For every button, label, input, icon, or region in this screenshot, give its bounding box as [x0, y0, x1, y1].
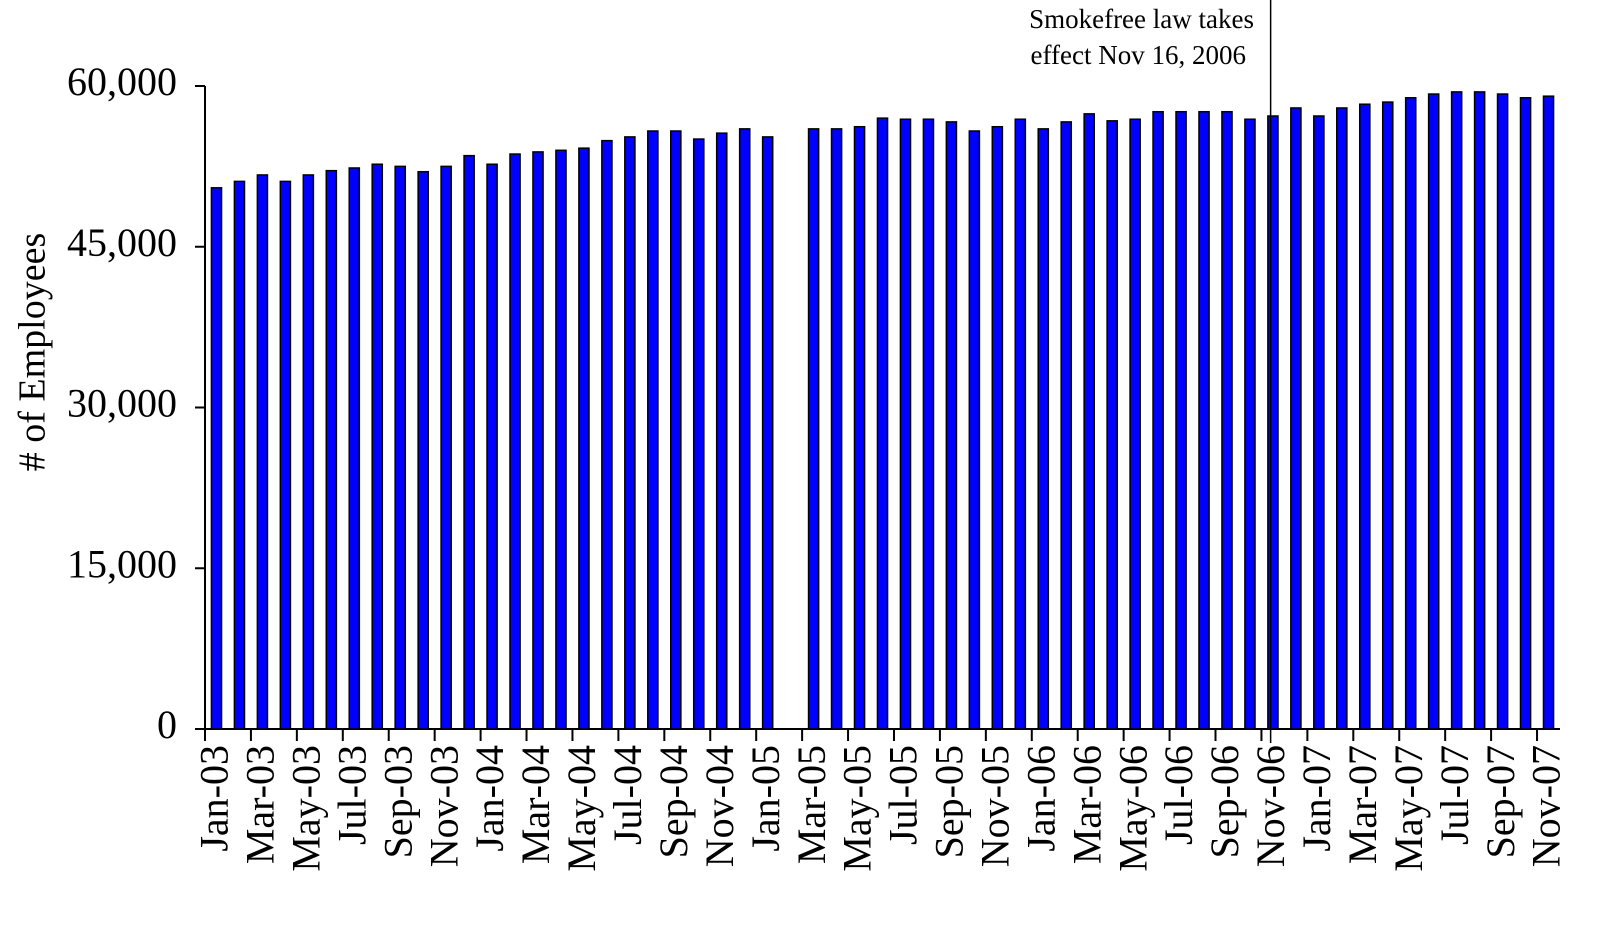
x-tick-label: Sep-07	[1478, 745, 1523, 858]
bar	[1381, 101, 1394, 730]
bar	[876, 117, 889, 730]
x-tick-label: Mar-07	[1340, 745, 1385, 864]
x-tick-label: Sep-03	[375, 745, 420, 858]
x-tick-label: Nov-05	[973, 745, 1018, 867]
bar	[1519, 97, 1532, 730]
x-tick-label: Jul-03	[329, 745, 374, 845]
bar	[1358, 103, 1371, 730]
bar	[417, 170, 429, 730]
y-tick-label: 0	[157, 702, 177, 747]
x-tick-label: Mar-06	[1064, 745, 1109, 864]
bar	[325, 169, 338, 730]
bar	[1152, 110, 1164, 730]
bar	[1336, 107, 1348, 730]
y-axis-title: # of Employees	[12, 233, 54, 472]
x-tick-label: Jan-07	[1294, 745, 1339, 852]
annotation: Smokefree law takes	[1029, 4, 1254, 34]
bar	[1290, 107, 1302, 730]
x-tick-label: Nov-03	[421, 745, 466, 867]
bar	[210, 187, 223, 730]
bar	[761, 136, 774, 730]
x-tick-label: Sep-05	[927, 745, 972, 858]
bar	[1129, 118, 1141, 730]
bar	[991, 125, 1004, 730]
y-tick-label: 45,000	[67, 220, 177, 265]
bar	[647, 130, 659, 730]
bar	[715, 132, 728, 730]
x-tick-label: Nov-06	[1248, 745, 1293, 867]
x-tick-label: Nov-07	[1524, 745, 1569, 867]
bar	[1083, 113, 1095, 730]
bar	[1221, 110, 1233, 730]
bar	[1313, 115, 1325, 730]
bar	[692, 138, 705, 730]
bar	[486, 163, 498, 730]
bar	[899, 118, 912, 730]
bar	[968, 130, 981, 730]
bar	[853, 125, 866, 730]
bar	[1198, 110, 1210, 730]
bar	[601, 139, 613, 730]
bar	[555, 149, 567, 730]
x-tick-label: May-06	[1110, 745, 1155, 872]
x-tick-label: Jan-04	[467, 745, 512, 852]
x-tick-label: May-03	[284, 745, 329, 872]
x-tick-label: Jan-06	[1018, 745, 1063, 852]
bar	[463, 154, 475, 730]
x-tick-label: Jul-05	[881, 745, 926, 845]
bar	[578, 147, 590, 730]
bar	[233, 180, 246, 730]
bar	[532, 151, 544, 730]
bar	[256, 174, 269, 730]
bar	[807, 128, 820, 730]
bar	[624, 136, 636, 730]
bar	[922, 118, 935, 730]
bar	[394, 165, 407, 730]
x-tick-label: Mar-03	[238, 745, 283, 864]
bar	[738, 128, 751, 730]
bar	[830, 128, 843, 730]
bar	[509, 153, 521, 730]
x-tick-label: Mar-04	[513, 745, 558, 864]
bar	[1060, 121, 1073, 730]
bar	[670, 130, 682, 730]
x-tick-label: Nov-04	[697, 745, 742, 867]
x-tick-label: Jan-03	[192, 745, 237, 852]
bar	[348, 167, 361, 730]
x-tick-label: May-07	[1386, 745, 1431, 872]
x-tick-label: Sep-06	[1202, 745, 1247, 858]
x-tick-label: Sep-04	[651, 745, 696, 858]
annotation: effect Nov 16, 2006	[1031, 40, 1246, 70]
bar	[1244, 118, 1256, 730]
bar	[1037, 128, 1050, 730]
bar	[371, 163, 384, 730]
y-tick-label: 60,000	[67, 59, 177, 104]
x-tick-label: May-05	[835, 745, 880, 872]
bar	[1404, 97, 1417, 730]
bar	[1427, 93, 1440, 730]
bar	[1106, 120, 1118, 730]
y-tick-label: 30,000	[67, 381, 177, 426]
bar	[302, 174, 315, 730]
x-tick-label: Mar-05	[789, 745, 834, 864]
bar	[279, 180, 292, 730]
bar	[1175, 110, 1187, 730]
x-tick-label: Jul-04	[605, 745, 650, 845]
bar	[945, 121, 958, 730]
bar	[1542, 95, 1555, 730]
bar	[1496, 93, 1509, 730]
bar	[440, 165, 452, 730]
x-tick-label: Jul-07	[1432, 745, 1477, 845]
bar	[1450, 91, 1463, 730]
x-tick-label: Jan-05	[743, 745, 788, 852]
bar	[1473, 91, 1486, 730]
bar	[1014, 118, 1027, 730]
x-tick-label: May-04	[559, 745, 604, 872]
x-tick-label: Jul-06	[1156, 745, 1201, 845]
y-tick-label: 15,000	[67, 541, 177, 586]
bar	[1267, 115, 1279, 730]
